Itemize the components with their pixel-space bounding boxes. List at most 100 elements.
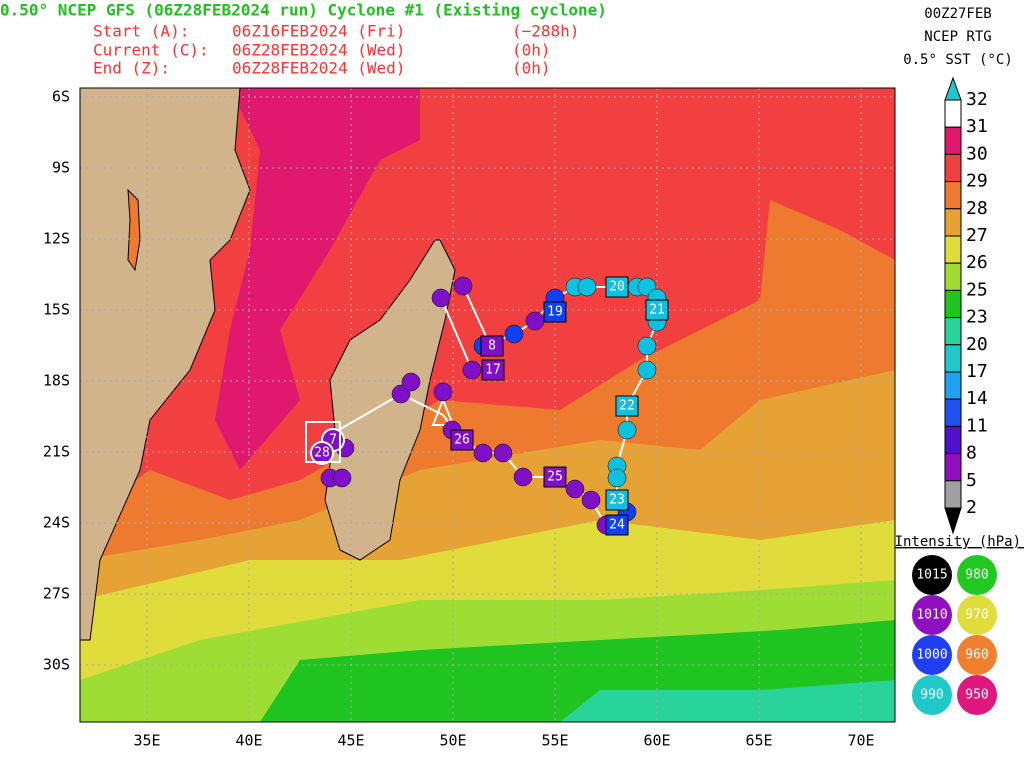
colorbar-label: 14	[966, 388, 988, 409]
track-point	[565, 479, 585, 499]
lon-label: 65E	[745, 732, 772, 750]
legend-circle	[957, 635, 997, 675]
track-box	[605, 514, 629, 536]
track-point	[581, 490, 601, 510]
line-label: Current (C):	[93, 41, 209, 60]
lat-label: 27S	[43, 585, 70, 603]
intensity-legend: 1015 980 1010 970 1000 960 990 950	[912, 555, 997, 715]
line-label: Start (A):	[93, 22, 189, 41]
line-offset: (0h)	[512, 41, 551, 60]
track-label: 7	[329, 433, 337, 448]
info-line: 0.5° SST (°C)	[903, 52, 1013, 68]
header-lines: Start (A): 06Z16FEB2024 (Fri) (−288h) Cu…	[93, 22, 579, 78]
colorbar-label: 8	[966, 443, 977, 464]
colorbar-label: 2	[966, 497, 977, 518]
track-box	[605, 489, 629, 511]
line-offset: (−288h)	[512, 22, 579, 41]
sst-map	[80, 88, 895, 722]
legend-label: 970	[965, 608, 988, 623]
track: 728 8 17 19 20 21 22 26 25 23 24	[305, 276, 669, 536]
lon-label: 35E	[133, 732, 160, 750]
title: 0.50° NCEP GFS (06Z28FEB2024 run) Cyclon…	[0, 1, 607, 20]
line-time: 06Z28FEB2024 (Wed)	[232, 59, 405, 78]
colorbar-label: 30	[966, 143, 988, 164]
colorbar-segment	[944, 235, 962, 264]
lat-label: 15S	[43, 301, 70, 319]
lat-label: 24S	[43, 514, 70, 532]
track-point	[504, 324, 524, 344]
colorbar-segment	[944, 208, 962, 237]
lon-label: 70E	[847, 732, 874, 750]
track-box	[450, 429, 474, 451]
colorbar-label: 27	[966, 225, 988, 246]
lat-label: 12S	[43, 230, 70, 248]
lon-label: 45E	[337, 732, 364, 750]
colorbar-label: 26	[966, 252, 988, 273]
track-label: 24	[609, 518, 625, 533]
info-line: 00Z27FEB	[924, 6, 991, 22]
legend-label: 1000	[916, 648, 947, 663]
colorbar-segment	[944, 153, 962, 183]
track-point	[473, 443, 493, 463]
colorbar-label: 32	[966, 89, 988, 110]
colorbar-segment	[944, 126, 962, 155]
legend-label: 1010	[916, 608, 947, 623]
track-point	[577, 277, 597, 297]
track-label: 17	[485, 363, 501, 378]
track-point	[637, 336, 657, 356]
legend-circle	[912, 555, 952, 595]
colorbar-label: 25	[966, 279, 988, 300]
lat-label: 9S	[52, 159, 70, 177]
track-point	[431, 288, 451, 308]
legend-label: 990	[920, 688, 943, 703]
colorbar-label: 11	[966, 415, 988, 436]
track-point	[453, 276, 473, 296]
legend-label: 980	[965, 568, 988, 583]
legend-circle	[912, 675, 952, 715]
colorbar-label: 5	[966, 470, 977, 491]
track-point	[617, 420, 637, 440]
lat-label: 21S	[43, 443, 70, 461]
track-point	[401, 372, 421, 392]
legend-circle	[957, 595, 997, 635]
track-point	[462, 360, 482, 380]
legend-label: 950	[965, 688, 988, 703]
track-label: 19	[547, 305, 563, 320]
colorbar-segment	[944, 425, 962, 455]
current-marker	[305, 421, 341, 463]
legend-label: 1015	[916, 568, 947, 583]
lat-label: 30S	[43, 656, 70, 674]
track-point	[525, 311, 545, 331]
lon-label: 60E	[643, 732, 670, 750]
track-label: 8	[488, 339, 496, 354]
track-box	[480, 335, 504, 357]
colorbar-segment	[944, 371, 962, 400]
info: 00Z27FEB NCEP RTG 0.5° SST (°C)	[903, 6, 1013, 68]
track-point	[637, 360, 657, 380]
track-label: 21	[649, 303, 665, 318]
colorbar-label: 20	[966, 334, 988, 355]
track-point	[513, 467, 533, 487]
track-label: 28	[314, 446, 330, 461]
colorbar-segment	[944, 453, 962, 482]
track-label: 22	[619, 399, 635, 414]
colorbar-segment	[944, 398, 962, 427]
colorbar-segment	[944, 344, 962, 373]
legend-circle	[912, 635, 952, 675]
line-label: End (Z):	[93, 59, 170, 78]
legend-title: Intensity (hPa):	[895, 534, 1024, 550]
colorbar-label: 31	[966, 116, 988, 137]
legend-circle	[957, 555, 997, 595]
colorbar-segment	[944, 480, 962, 509]
track-label: 25	[547, 470, 563, 485]
lon-label: 50E	[439, 732, 466, 750]
legend-circle	[912, 595, 952, 635]
map-frame	[79, 87, 896, 723]
colorbar-label: 23	[966, 307, 988, 328]
grid: 6S 9S 12S 15S 18S 21S 24S 27S 30S 35E 40E 45E 50E 55E…	[43, 88, 895, 750]
track-point	[607, 468, 627, 488]
track-label: 20	[609, 280, 625, 295]
track-point	[310, 441, 334, 465]
colorbar-segment	[944, 181, 962, 210]
